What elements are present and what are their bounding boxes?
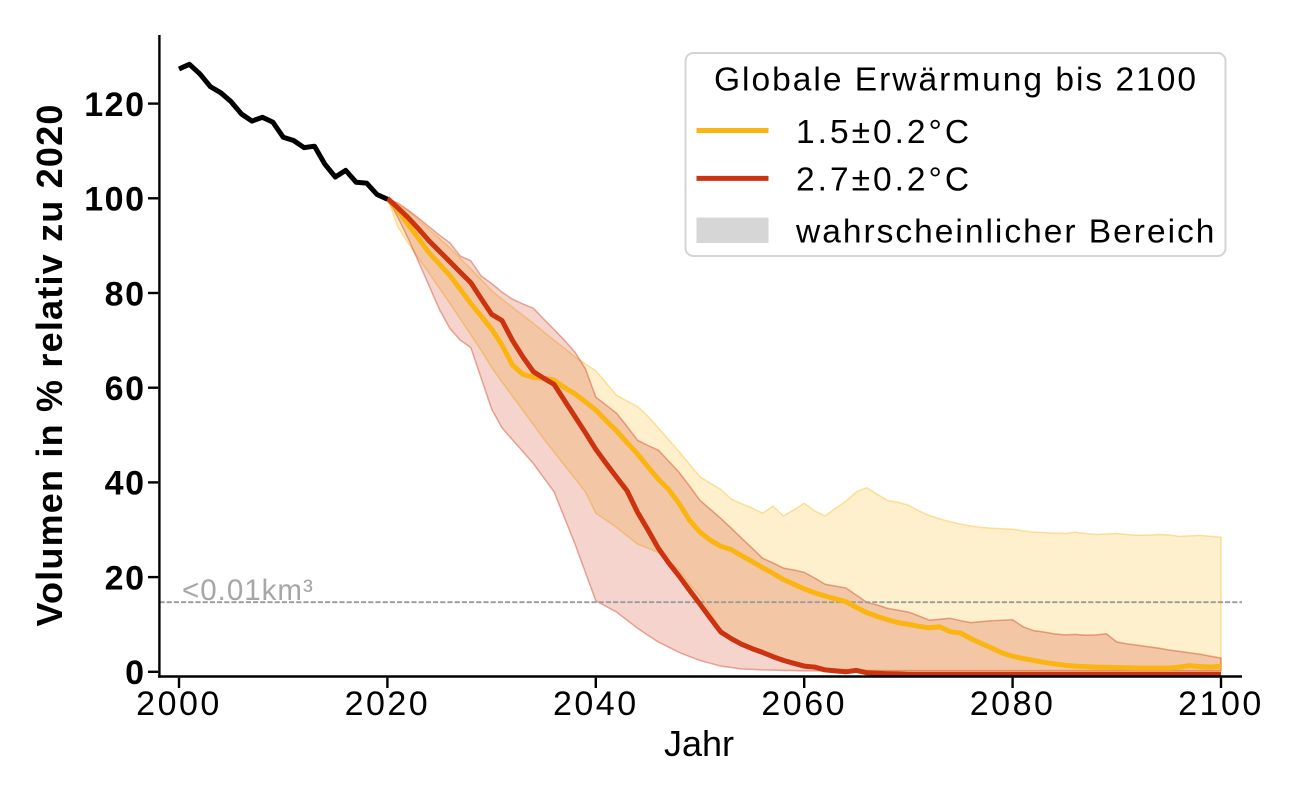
svg-text:2100: 2100: [1178, 685, 1264, 723]
svg-text:0: 0: [125, 654, 145, 692]
svg-text:60: 60: [105, 370, 146, 408]
svg-text:80: 80: [105, 275, 146, 313]
svg-text:1.5±0.2°C: 1.5±0.2°C: [796, 114, 972, 151]
svg-text:2000: 2000: [136, 685, 222, 723]
svg-text:2040: 2040: [553, 685, 639, 723]
svg-text:40: 40: [105, 465, 146, 503]
svg-text:Globale Erwärmung bis 2100: Globale Erwärmung bis 2100: [714, 62, 1198, 99]
svg-text:2060: 2060: [761, 685, 847, 723]
svg-text:wahrscheinlicher Bereich: wahrscheinlicher Bereich: [795, 214, 1216, 251]
svg-text:2.7±0.2°C: 2.7±0.2°C: [796, 162, 972, 199]
svg-text:2020: 2020: [345, 685, 431, 723]
svg-text:<0.01km³: <0.01km³: [182, 574, 314, 607]
svg-text:Volumen in % relativ zu 2020: Volumen in % relativ zu 2020: [29, 103, 70, 626]
svg-text:Jahr: Jahr: [664, 723, 734, 764]
svg-text:120: 120: [84, 86, 145, 124]
svg-text:2080: 2080: [970, 685, 1056, 723]
svg-text:100: 100: [84, 181, 145, 219]
svg-text:20: 20: [105, 559, 146, 597]
